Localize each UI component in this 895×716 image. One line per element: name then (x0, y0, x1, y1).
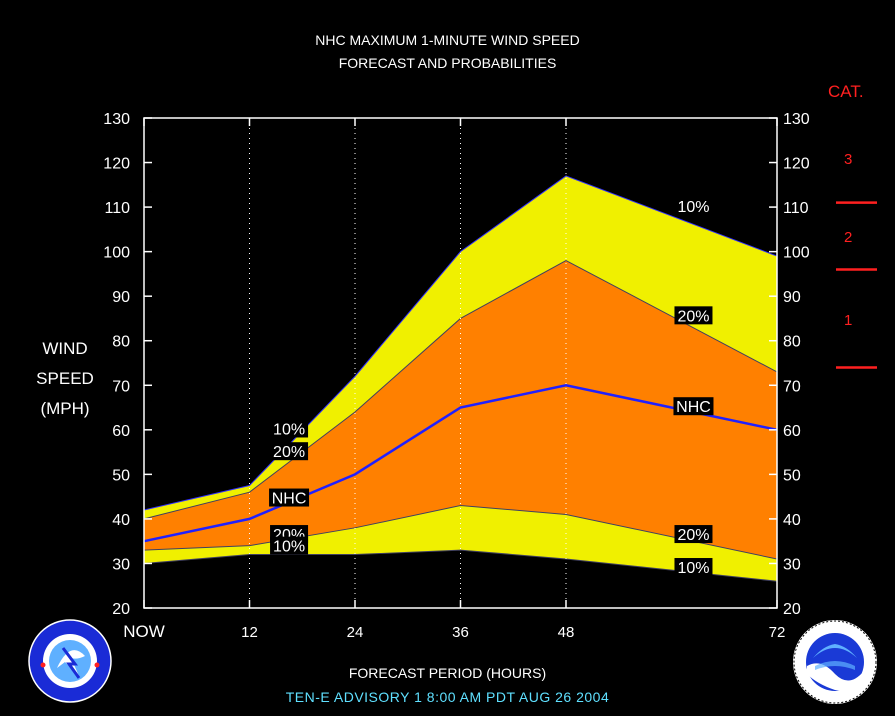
y-tick-label-right: 50 (783, 467, 801, 484)
boundary-line-4 (143, 549, 778, 582)
y-tick-label-right: 110 (783, 200, 809, 217)
series-label-box (270, 419, 309, 438)
series-label: 10% (273, 421, 305, 438)
y-tick-label-left: 130 (103, 111, 130, 128)
nws-logo (28, 619, 112, 703)
category-label-2: 2 (844, 229, 853, 247)
x-tick-label: 72 (769, 624, 786, 641)
series-label-box (270, 536, 309, 555)
chart-title-line2: FORECAST AND PROBABILITIES (338, 55, 557, 71)
x-tick-label: NOW (123, 622, 165, 641)
nhc-forecast-line (143, 383, 778, 543)
boundary-line-3 (143, 505, 778, 560)
x-axis-label: FORECAST PERIOD (HOURS) (348, 665, 547, 681)
y-tick-label-left: 90 (112, 289, 130, 306)
y-tick-label-left: 80 (112, 334, 130, 351)
y-tick-label-left: 50 (112, 467, 130, 484)
series-label: NHC (272, 491, 307, 508)
category-label-1: 1 (844, 311, 853, 329)
y-tick-label-left: 60 (112, 423, 130, 440)
y-tick-label-left: 30 (112, 556, 130, 573)
category-title: CAT. (828, 82, 864, 101)
x-tick-label: 12 (241, 624, 258, 641)
y-axis-label-units: (MPH) (40, 399, 90, 418)
series-label-box (674, 558, 713, 577)
y-tick-label-right: 30 (783, 556, 801, 573)
y-tick-label-right: 40 (783, 512, 801, 529)
y-tick-label-right: 90 (783, 289, 801, 306)
series-label-box (674, 525, 713, 544)
x-tick-label: 36 (452, 624, 469, 641)
y-tick-label-right: 100 (783, 245, 810, 262)
boundary-line-0 (143, 175, 778, 511)
y-tick-label-right: 70 (783, 378, 801, 395)
boundary-line-1 (143, 259, 778, 520)
series-label-box (269, 488, 310, 507)
y-tick-label-right: 120 (783, 156, 810, 173)
noaa-logo (793, 620, 877, 704)
y-tick-label-left: 120 (103, 156, 130, 173)
y-axis-label-wind: WIND (42, 339, 88, 358)
series-label: 20% (677, 308, 709, 325)
x-tick-label: 48 (558, 624, 575, 641)
y-tick-label-left: 40 (112, 512, 130, 529)
y-tick-label-left: 110 (104, 200, 130, 217)
series-label-box (674, 197, 713, 216)
series-label-box (674, 306, 713, 325)
chart-title-line1: NHC MAXIMUM 1-MINUTE WIND SPEED (315, 32, 580, 48)
category-label-3: 3 (844, 151, 853, 169)
y-tick-label-left: 70 (112, 378, 130, 395)
y-axis-label-speed: SPEED (36, 369, 94, 388)
y-tick-label-right: 80 (783, 334, 801, 351)
y-tick-label-right: 130 (783, 111, 810, 128)
series-label: 20% (273, 444, 305, 461)
series-label: NHC (676, 399, 711, 416)
series-label: 20% (677, 527, 709, 544)
y-tick-label-left: 20 (112, 601, 130, 618)
advisory-line: TEN-E ADVISORY 1 8:00 AM PDT AUG 26 2004 (285, 689, 610, 705)
series-label: 10% (677, 199, 709, 216)
y-tick-label-right: 60 (783, 423, 801, 440)
series-label: 10% (273, 539, 305, 556)
series-label-box (673, 397, 714, 416)
inner-band-20pct (144, 260, 777, 559)
series-label-box (270, 442, 309, 461)
x-tick-label: 24 (347, 624, 364, 641)
series-label: 10% (677, 560, 709, 577)
y-tick-label-left: 100 (103, 245, 130, 262)
y-tick-label-right: 20 (783, 601, 801, 618)
